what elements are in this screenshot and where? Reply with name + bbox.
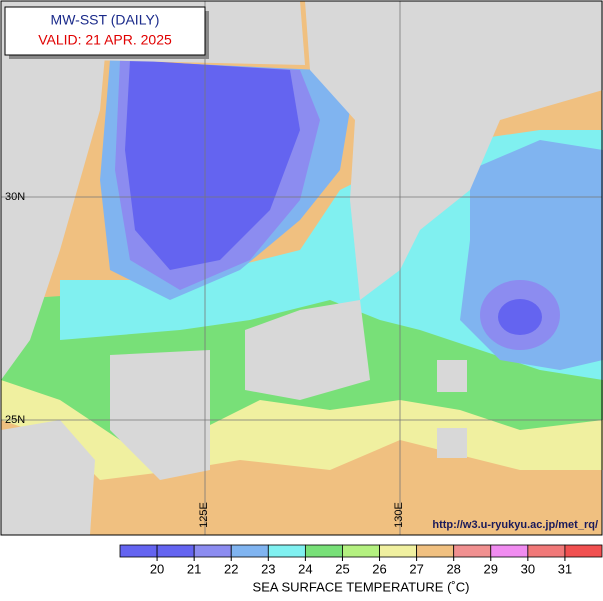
lat-label: 25N: [5, 414, 25, 426]
colorbar-tick-label: 25: [335, 561, 349, 576]
lon-label: 125E: [198, 502, 210, 528]
colorbar-swatch: [490, 544, 529, 558]
sea-20: [125, 60, 300, 270]
colorbar-tick-label: 22: [224, 561, 238, 576]
mask: [437, 428, 467, 458]
eddy-20: [498, 299, 542, 335]
colorbar: SEA SURFACE TEMPERATURE (˚C) 20 21 22 23 24 2…: [119, 544, 603, 594]
colorbar-swatch: [267, 544, 306, 558]
japan: [305, 1, 603, 300]
colorbar-label: SEA SURFACE TEMPERATURE (˚C): [253, 579, 470, 594]
china: [1, 1, 110, 380]
colorbar-tick-label: 29: [484, 561, 498, 576]
land-mask: [1, 1, 603, 535]
sakishima-mask: [110, 350, 210, 480]
colorbar-tick-label: 28: [446, 561, 460, 576]
colorbar-tick-label: 27: [409, 561, 423, 576]
colorbar-swatch: [193, 544, 232, 558]
lon-label: 130E: [393, 502, 405, 528]
credit: http://w3.u-ryukyu.ac.jp/met_rq/: [432, 519, 598, 531]
colorbar-tick-label: 23: [261, 561, 275, 576]
map-frame: [0, 0, 603, 536]
colorbar-swatch: [342, 544, 380, 558]
lat-label: 30N: [5, 191, 25, 203]
grid: [1, 1, 602, 535]
colorbar-tick-label: 20: [150, 561, 164, 576]
daito-mask: [437, 360, 467, 392]
colorbar-swatch: [379, 544, 418, 558]
colorbar-swatch: [564, 544, 603, 558]
colorbar-swatch: [453, 544, 492, 558]
title: MW-SST (DAILY): [51, 12, 160, 28]
colorbar-tick-label: 24: [298, 561, 312, 576]
colorbar-tick-label: 30: [521, 561, 535, 576]
colorbar-tick-label: 21: [187, 561, 201, 576]
colorbar-swatch: [156, 544, 195, 558]
sst-map: 30N 25N 125E 130E http://w3.u-ryukyu.ac.…: [0, 0, 603, 536]
title-box: MW-SST (DAILY) VALID: 21 APR. 2025: [4, 6, 209, 59]
colorbar-swatch: [527, 544, 566, 558]
title-panel: [4, 6, 206, 56]
colorbar-tick-label: 26: [372, 561, 386, 576]
taiwan: [1, 420, 95, 535]
colorbar-swatch: [230, 544, 269, 558]
colorbar-swatch: [304, 544, 343, 558]
ryukyu-mask: [245, 300, 370, 400]
colorbar-swatch: [119, 544, 158, 558]
colorbar-swatch: [416, 544, 455, 558]
colorbar-tick-label: 31: [558, 561, 572, 576]
valid-date: VALID: 21 APR. 2025: [38, 32, 172, 48]
